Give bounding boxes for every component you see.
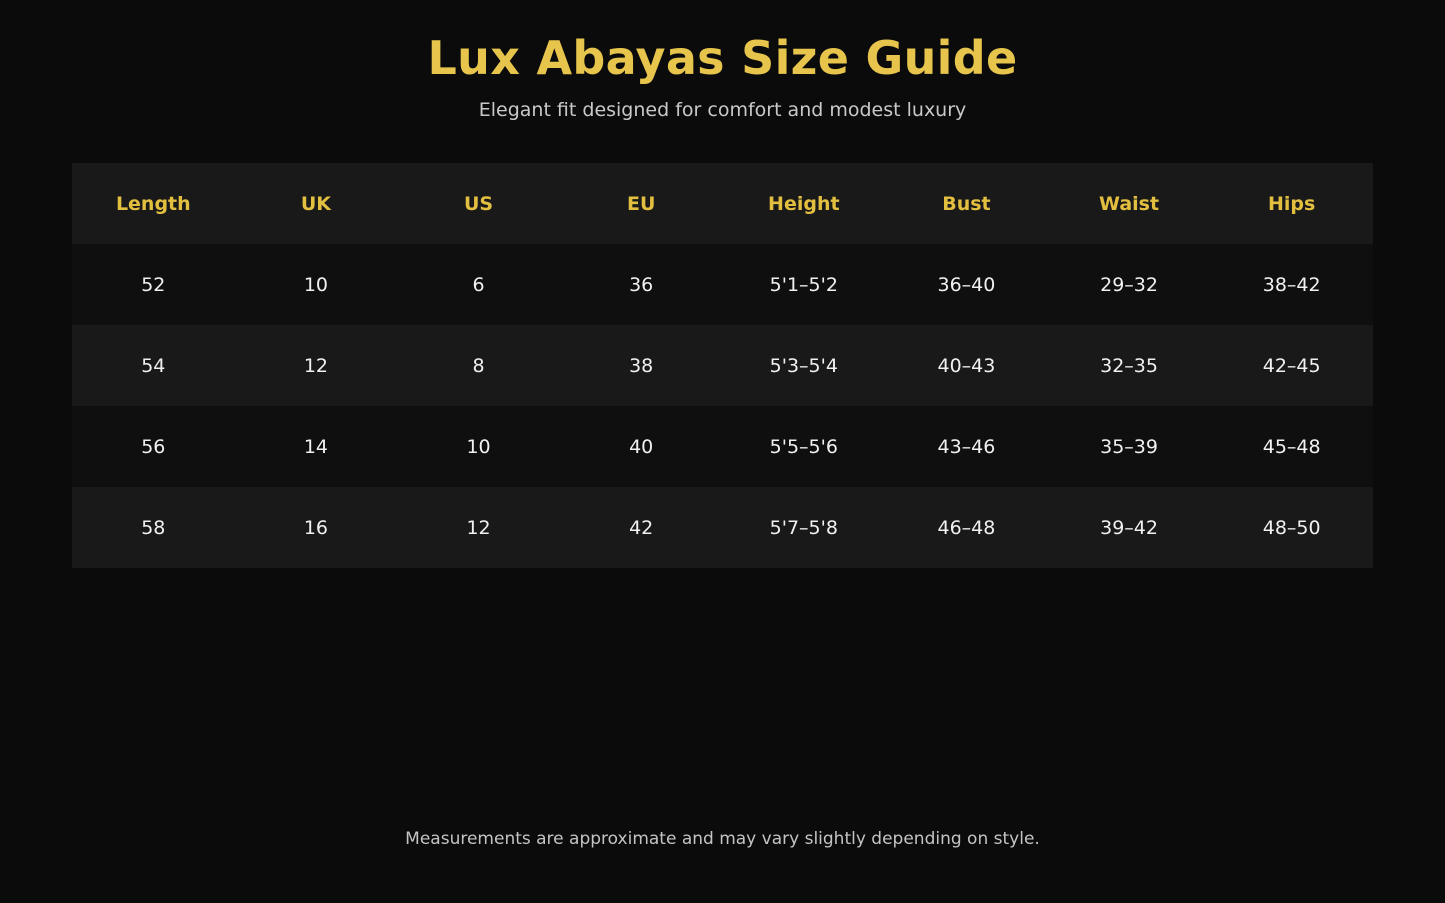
cell-waist: 35–39	[1100, 435, 1158, 458]
page-subtitle: Elegant fit designed for comfort and mod…	[478, 98, 967, 121]
cell-length: 58	[141, 516, 166, 539]
size-table-head: Length UK US EU Height Bust Waist Hips	[72, 163, 1373, 244]
column-header-eu[interactable]: EU	[626, 192, 656, 215]
cell-eu: 42	[629, 516, 654, 539]
cell-eu: 36	[629, 273, 654, 296]
size-table-container: Length UK US EU Height Bust Waist Hips 5…	[72, 163, 1373, 568]
cell-eu: 40	[629, 435, 654, 458]
cell-us: 8	[472, 354, 485, 377]
cell-uk: 14	[303, 435, 329, 458]
table-header-row: Length UK US EU Height Bust Waist Hips	[72, 163, 1373, 244]
cell-length: 54	[141, 354, 166, 377]
cell-uk: 10	[303, 273, 329, 296]
cell-bust: 43–46	[937, 435, 996, 458]
cell-length: 52	[141, 273, 166, 296]
size-table: Length UK US EU Height Bust Waist Hips 5…	[72, 163, 1373, 568]
cell-bust: 36–40	[937, 273, 996, 296]
cell-height: 5'5–5'6	[769, 435, 838, 458]
cell-hips: 48–50	[1262, 516, 1321, 539]
table-row: 58 16 12 42 5'7–5'8 46–48 39–42 48–50	[72, 487, 1373, 568]
cell-waist: 39–42	[1100, 516, 1158, 539]
cell-height: 5'7–5'8	[769, 516, 838, 539]
cell-us: 12	[466, 516, 491, 539]
cell-us: 6	[472, 273, 485, 296]
column-header-hips[interactable]: Hips	[1268, 192, 1316, 215]
cell-height: 5'3–5'4	[769, 354, 838, 377]
cell-length: 56	[141, 435, 166, 458]
cell-hips: 38–42	[1262, 273, 1321, 296]
cell-eu: 38	[629, 354, 654, 377]
cell-us: 10	[466, 435, 491, 458]
cell-hips: 42–45	[1262, 354, 1321, 377]
column-header-height[interactable]: Height	[768, 192, 840, 215]
cell-uk: 16	[303, 516, 329, 539]
page-header: Lux Abayas Size Guide Elegant fit design…	[0, 0, 1445, 122]
footer-disclaimer: Measurements are approximate and may var…	[405, 829, 1040, 849]
column-header-us[interactable]: US	[464, 192, 494, 215]
table-row: 54 12 8 38 5'3–5'4 40–43 32–35 42–45	[72, 325, 1373, 406]
cell-bust: 46–48	[937, 516, 996, 539]
cell-bust: 40–43	[937, 354, 996, 377]
column-header-waist[interactable]: Waist	[1099, 192, 1160, 215]
table-row: 56 14 10 40 5'5–5'6 43–46 35–39 45–48	[72, 406, 1373, 487]
page-title: Lux Abayas Size Guide	[427, 31, 1018, 85]
cell-uk: 12	[303, 354, 329, 377]
cell-waist: 32–35	[1100, 354, 1158, 377]
cell-height: 5'1–5'2	[769, 273, 838, 296]
cell-hips: 45–48	[1262, 435, 1321, 458]
table-row: 52 10 6 36 5'1–5'2 36–40 29–32 38–42	[72, 244, 1373, 325]
column-header-bust[interactable]: Bust	[942, 192, 991, 215]
column-header-length[interactable]: Length	[115, 192, 191, 215]
column-header-uk[interactable]: UK	[300, 192, 332, 215]
size-table-body: 52 10 6 36 5'1–5'2 36–40 29–32 38–42 54 …	[72, 244, 1373, 568]
cell-waist: 29–32	[1100, 273, 1158, 296]
